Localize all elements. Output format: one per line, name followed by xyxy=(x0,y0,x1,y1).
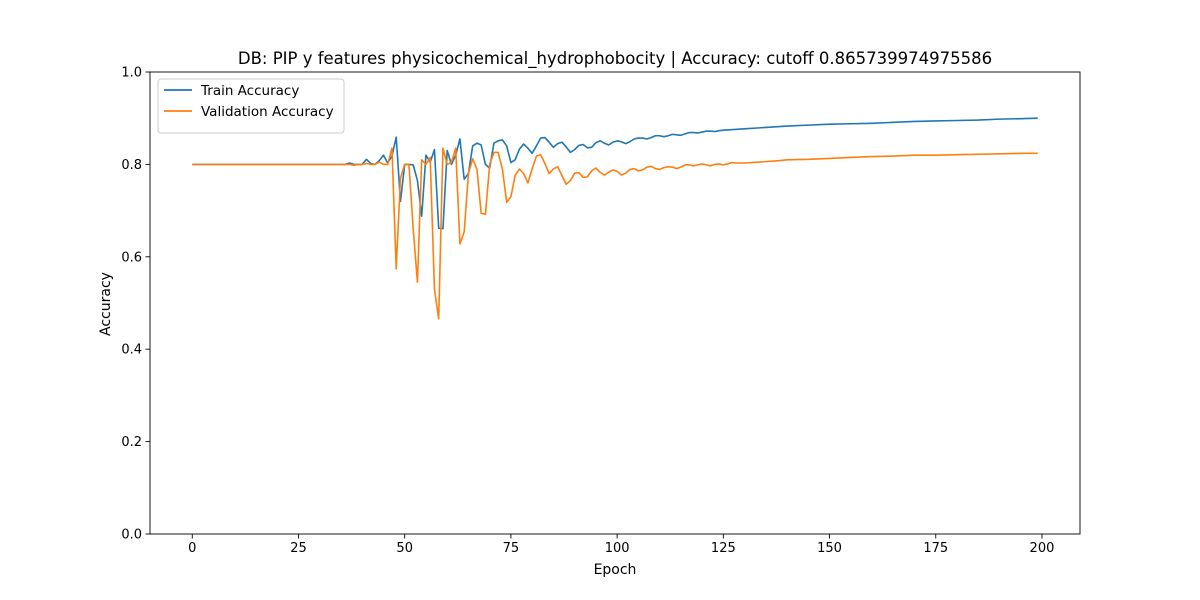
y-tick-label: 0.2 xyxy=(121,435,142,450)
legend: Train Accuracy Validation Accuracy xyxy=(157,78,345,134)
x-tick-label: 150 xyxy=(817,541,842,556)
x-axis-title: Epoch xyxy=(594,562,637,578)
y-tick-label: 0.0 xyxy=(121,528,142,543)
x-tick-label: 200 xyxy=(1030,541,1055,556)
x-tick-label: 125 xyxy=(711,541,736,556)
series-line-validation-accuracy xyxy=(192,147,1038,320)
y-tick-label: 0.8 xyxy=(121,158,142,173)
x-tick-label: 175 xyxy=(923,541,948,556)
y-tick-label: 0.4 xyxy=(121,343,142,358)
series-line-train-accuracy xyxy=(192,117,1038,230)
y-axis-title: Accuracy xyxy=(98,272,114,336)
x-tick-label: 0 xyxy=(188,541,196,556)
legend-box xyxy=(157,78,345,134)
axes-frame xyxy=(149,71,1081,535)
y-tick-label: 1.0 xyxy=(121,66,142,81)
legend-label: Validation Accuracy xyxy=(201,104,334,120)
axes: 0 25 50 75 100 125 150 175 200 0.0 0.2 0.4 0.6 0.8 1.0 xyxy=(121,66,1081,556)
x-tick-label: 75 xyxy=(503,541,520,556)
y-tick-label: 0.6 xyxy=(121,250,142,265)
x-tick-label: 100 xyxy=(605,541,630,556)
x-tick-label: 50 xyxy=(396,541,413,556)
x-tick-label: 25 xyxy=(290,541,307,556)
chart-title: DB: PIP y features physicochemical_hydro… xyxy=(238,49,992,69)
legend-label: Train Accuracy xyxy=(200,83,299,99)
plot-area xyxy=(192,117,1038,320)
